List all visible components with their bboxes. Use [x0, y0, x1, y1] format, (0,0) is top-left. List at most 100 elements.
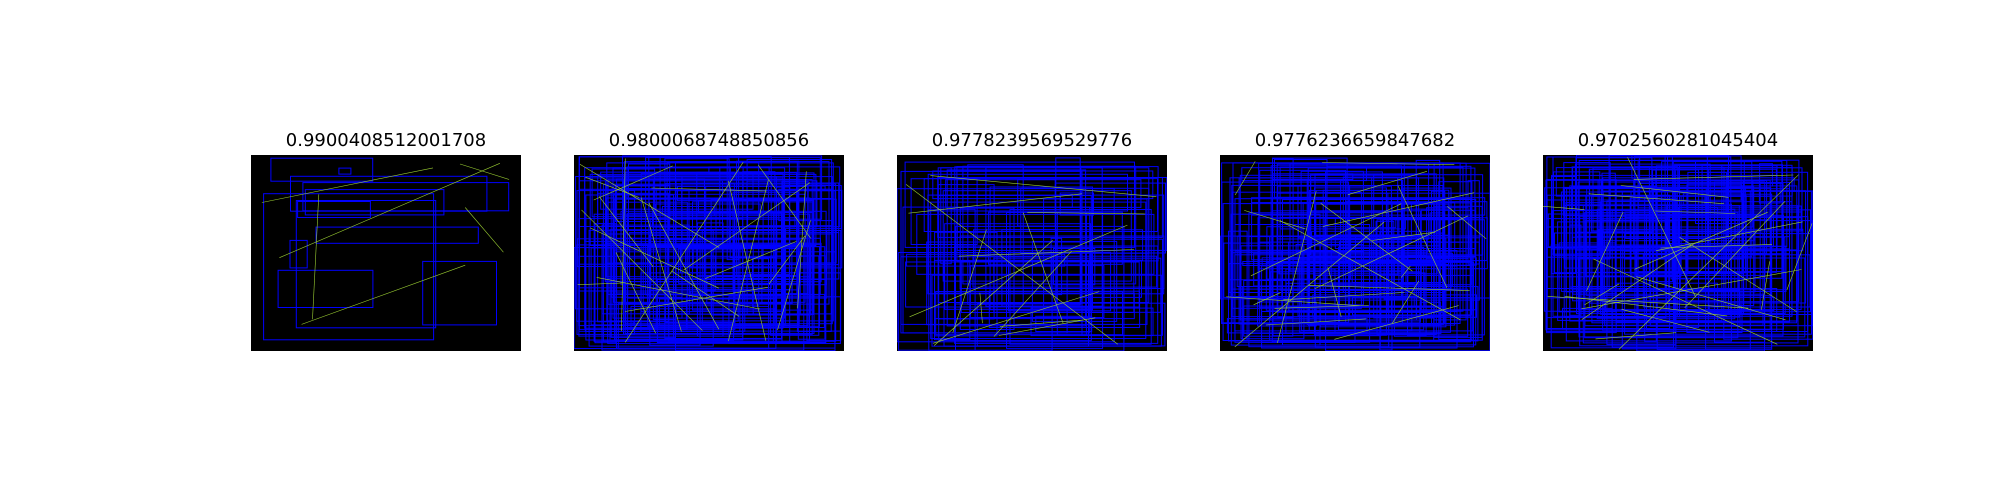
overlay-drawing — [261, 157, 510, 341]
link-line — [624, 162, 744, 343]
bounding-box — [1253, 252, 1453, 287]
link-line — [648, 202, 720, 330]
bounding-box — [1261, 257, 1477, 266]
link-line — [1322, 192, 1475, 227]
link-line — [932, 291, 1100, 344]
link-line — [1397, 185, 1448, 289]
bounding-box — [954, 245, 1159, 344]
bounding-box — [1419, 301, 1441, 317]
bounding-box — [1289, 163, 1405, 272]
bounding-box — [934, 259, 971, 341]
link-line — [1621, 309, 1710, 333]
bounding-box — [937, 167, 1150, 303]
link-line — [1392, 280, 1420, 324]
bounding-box — [1695, 160, 1745, 224]
bounding-box — [1234, 254, 1474, 332]
bounding-box — [664, 183, 735, 323]
bounding-box — [910, 178, 978, 246]
link-line — [768, 235, 806, 285]
link-line — [1586, 212, 1624, 291]
bounding-box — [1302, 202, 1412, 241]
bounding-box — [1708, 304, 1742, 313]
bounding-box — [613, 198, 837, 264]
bounding-box — [1257, 217, 1488, 270]
link-line — [624, 287, 768, 312]
bounding-box — [295, 200, 437, 329]
link-line — [758, 165, 811, 239]
link-line — [1447, 206, 1487, 240]
bounding-box — [1322, 189, 1450, 291]
bounding-box — [993, 257, 1162, 313]
bounding-box — [1055, 157, 1081, 306]
bounding-box — [1059, 192, 1094, 216]
bounding-box — [692, 201, 813, 311]
bounding-box — [302, 182, 510, 212]
bounding-box — [263, 193, 435, 341]
bounding-box — [1429, 212, 1445, 234]
bounding-box — [976, 302, 1166, 347]
panel-image — [1543, 155, 1813, 351]
bounding-box — [927, 173, 1129, 212]
link-line — [459, 163, 510, 180]
bounding-box — [1243, 280, 1294, 337]
bounding-box — [615, 184, 671, 222]
bounding-box — [1589, 232, 1646, 304]
bounding-box — [935, 291, 1124, 336]
bounding-box — [630, 305, 688, 330]
link-line — [1277, 191, 1317, 343]
link-line — [301, 264, 466, 325]
bounding-box — [1020, 187, 1150, 254]
link-line — [312, 194, 320, 320]
link-line — [1627, 157, 1696, 298]
overlay-drawing — [1220, 157, 1490, 351]
link-line — [621, 158, 626, 332]
link-line — [1618, 174, 1799, 350]
link-line — [777, 220, 811, 330]
bounding-box — [1306, 211, 1404, 280]
link-line — [1244, 210, 1306, 230]
bounding-box — [647, 246, 820, 327]
bounding-box — [1584, 211, 1739, 339]
bounding-box — [304, 189, 445, 216]
link-line — [1226, 296, 1360, 306]
bounding-box — [1714, 181, 1766, 343]
link-line — [1234, 161, 1256, 196]
bounding-box — [1679, 272, 1740, 291]
panel-image — [574, 155, 844, 351]
bounding-box — [897, 188, 1115, 343]
panel-image — [897, 155, 1167, 351]
bounding-box — [1571, 236, 1786, 291]
link-line — [671, 270, 740, 317]
link-line — [1684, 201, 1786, 309]
bounding-box — [677, 186, 806, 202]
bounding-box — [904, 161, 1135, 248]
link-line — [1761, 261, 1770, 310]
bounding-box — [1059, 194, 1073, 208]
bounding-box — [1596, 208, 1736, 320]
link-line — [908, 193, 1083, 214]
overlay-drawing — [574, 155, 843, 351]
bounding-box — [928, 208, 976, 351]
bounding-box — [923, 178, 1159, 233]
link-line — [728, 180, 767, 341]
link-line — [952, 229, 987, 333]
panel-title: 0.9778239569529776 — [931, 130, 1133, 151]
link-line — [1027, 212, 1146, 215]
link-line — [1234, 221, 1385, 348]
panel-title: 0.9800068748850856 — [608, 130, 810, 151]
bounding-box — [1564, 188, 1747, 269]
bounding-box — [930, 201, 1147, 339]
bounding-box — [1661, 161, 1753, 258]
bounding-box — [607, 278, 783, 344]
link-line — [1634, 211, 1768, 270]
bounding-box — [1670, 246, 1749, 280]
bounding-box — [1382, 218, 1470, 257]
bounding-box — [1574, 163, 1711, 251]
link-line — [930, 175, 1157, 197]
bounding-box — [277, 269, 374, 309]
bounding-box — [661, 206, 715, 217]
link-line — [577, 282, 624, 285]
link-line — [1265, 318, 1366, 326]
link-line — [464, 207, 504, 253]
bounding-box — [781, 181, 809, 295]
